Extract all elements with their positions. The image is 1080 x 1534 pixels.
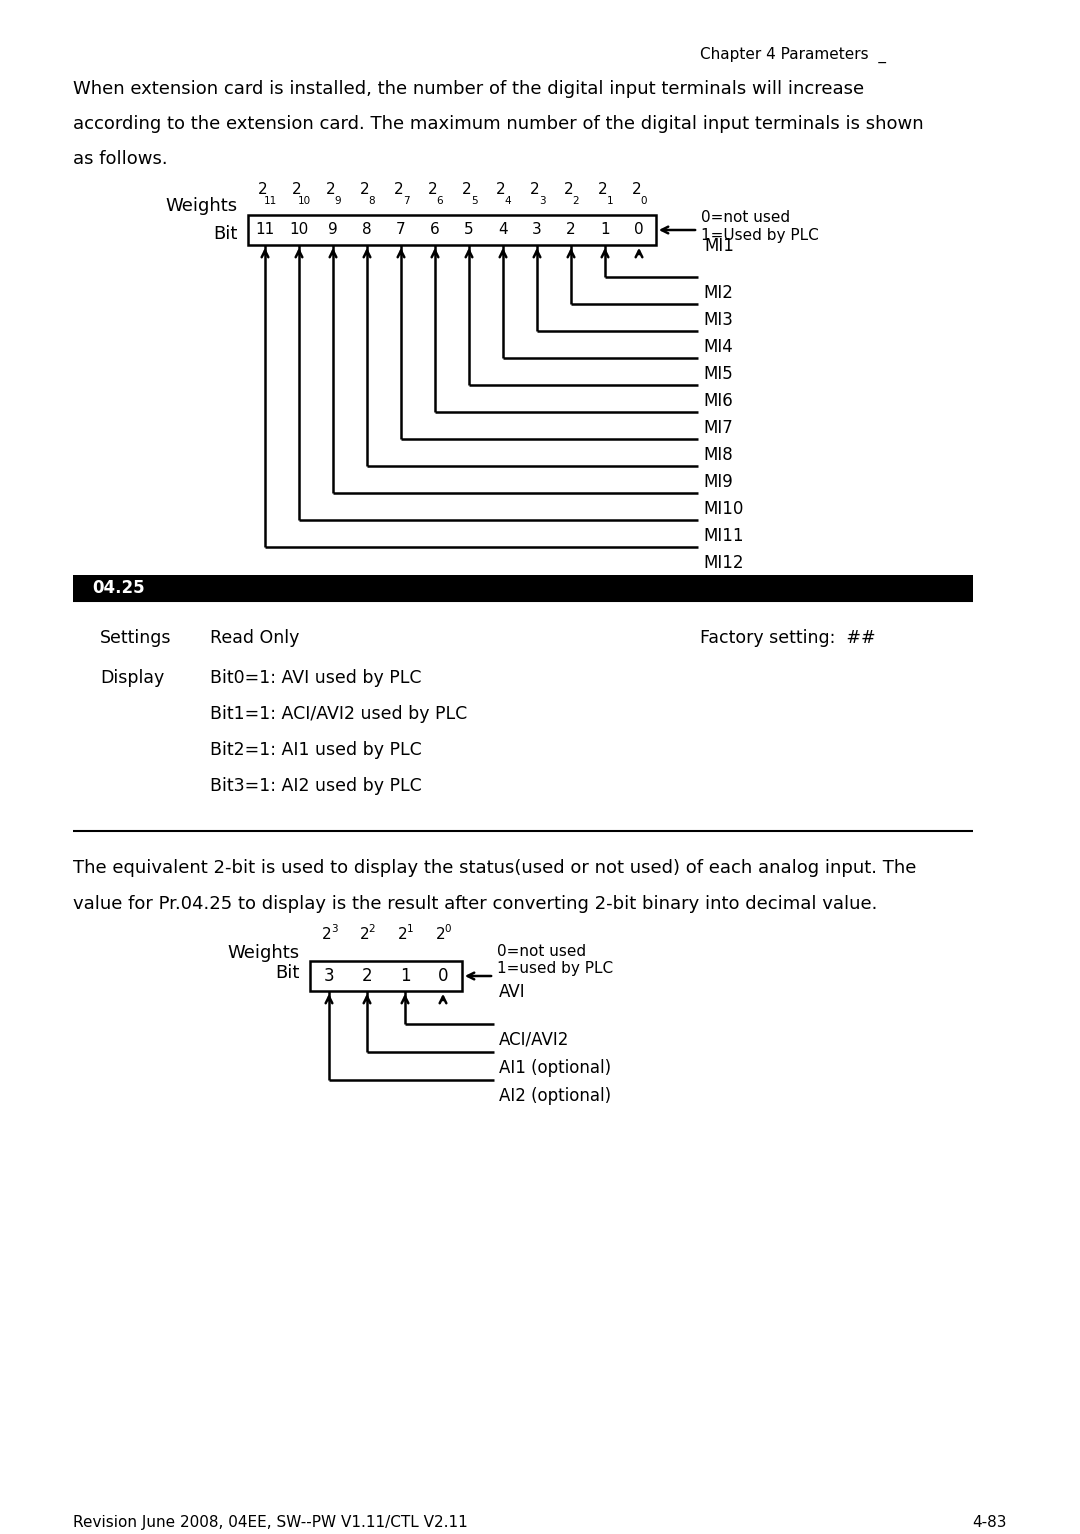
Text: ACI/AVI2: ACI/AVI2 [499, 1031, 569, 1049]
Text: The equivalent 2-bit is used to display the status(used or not used) of each ana: The equivalent 2-bit is used to display … [73, 859, 916, 877]
Text: 0=not used: 0=not used [497, 943, 586, 959]
Text: 2: 2 [566, 222, 576, 238]
Text: 2: 2 [361, 183, 369, 196]
Text: 0=not used: 0=not used [701, 210, 791, 225]
Text: MI11: MI11 [703, 528, 743, 545]
Text: MI2: MI2 [703, 284, 733, 302]
Text: 2: 2 [258, 183, 268, 196]
Text: MI9: MI9 [703, 472, 732, 491]
Text: 4: 4 [498, 222, 508, 238]
Text: 11: 11 [255, 222, 274, 238]
Text: 1: 1 [400, 966, 410, 985]
Text: 10: 10 [289, 222, 309, 238]
Text: as follows.: as follows. [73, 150, 167, 169]
Text: 5: 5 [471, 196, 477, 206]
Text: MI4: MI4 [703, 337, 732, 356]
Text: 04.25: 04.25 [92, 578, 145, 597]
Text: When extension card is installed, the number of the digital input terminals will: When extension card is installed, the nu… [73, 80, 864, 98]
Text: 2: 2 [428, 183, 437, 196]
Text: 2: 2 [530, 183, 540, 196]
Text: Bit3=1: AI2 used by PLC: Bit3=1: AI2 used by PLC [210, 778, 422, 795]
Text: 2: 2 [632, 183, 642, 196]
Text: 1: 1 [600, 222, 610, 238]
Text: Bit: Bit [275, 963, 300, 982]
Text: 8: 8 [368, 196, 376, 206]
Text: MI5: MI5 [703, 365, 732, 384]
Text: MI1: MI1 [704, 236, 734, 255]
Text: Chapter 4 Parameters  _: Chapter 4 Parameters _ [700, 48, 886, 63]
Text: AI2 (optional): AI2 (optional) [499, 1088, 611, 1104]
Text: 6: 6 [430, 222, 440, 238]
Text: 2: 2 [293, 183, 301, 196]
Text: 2: 2 [496, 183, 505, 196]
Text: 2: 2 [322, 927, 332, 942]
Text: Weights: Weights [228, 943, 300, 962]
Text: 1: 1 [607, 196, 613, 206]
Text: 2: 2 [362, 966, 373, 985]
Text: 0: 0 [640, 196, 647, 206]
Text: 2: 2 [399, 927, 408, 942]
Text: Display: Display [100, 669, 164, 687]
Text: MI10: MI10 [703, 500, 743, 518]
Text: 9: 9 [328, 222, 338, 238]
Text: 3: 3 [330, 923, 337, 934]
Text: according to the extension card. The maximum number of the digital input termina: according to the extension card. The max… [73, 115, 923, 133]
Text: 7: 7 [396, 222, 406, 238]
Text: MI6: MI6 [703, 393, 732, 410]
Text: Weights: Weights [166, 196, 238, 215]
Text: Revision June 2008, 04EE, SW--PW V1.11/CTL V2.11: Revision June 2008, 04EE, SW--PW V1.11/C… [73, 1516, 468, 1529]
Text: 1: 1 [407, 923, 414, 934]
Text: MI7: MI7 [703, 419, 732, 437]
Text: 2: 2 [326, 183, 336, 196]
Text: 0: 0 [437, 966, 448, 985]
Text: 1=Used by PLC: 1=Used by PLC [701, 229, 819, 242]
Text: AI1 (optional): AI1 (optional) [499, 1058, 611, 1077]
Bar [310, 960, 462, 991]
Text: 8: 8 [362, 222, 372, 238]
Text: 9: 9 [335, 196, 341, 206]
Text: 2: 2 [394, 183, 404, 196]
Text: 1=used by PLC: 1=used by PLC [497, 960, 613, 976]
Text: 4-83: 4-83 [972, 1516, 1007, 1529]
Text: AVI: AVI [499, 983, 526, 1002]
Text: MI3: MI3 [703, 311, 733, 328]
Text: 2: 2 [462, 183, 472, 196]
Text: Bit1=1: ACI/AVI2 used by PLC: Bit1=1: ACI/AVI2 used by PLC [210, 706, 468, 723]
Text: Bit2=1: AI1 used by PLC: Bit2=1: AI1 used by PLC [210, 741, 422, 759]
Text: The Analog Input Used by PLC (NOT for VFD*E*C models): The Analog Input Used by PLC (NOT for VF… [156, 578, 631, 597]
Text: 6: 6 [436, 196, 443, 206]
Text: Read Only: Read Only [210, 629, 299, 647]
Text: 0: 0 [634, 222, 644, 238]
Text: value for Pr.04.25 to display is the result after converting 2-bit binary into d: value for Pr.04.25 to display is the res… [73, 894, 877, 913]
Text: 2: 2 [368, 923, 376, 934]
Text: Settings: Settings [100, 629, 172, 647]
Text: 7: 7 [403, 196, 409, 206]
Text: 3: 3 [324, 966, 335, 985]
Text: Factory setting:  ##: Factory setting: ## [700, 629, 876, 647]
Text: 2: 2 [572, 196, 579, 206]
Text: 11: 11 [264, 196, 276, 206]
Text: 4: 4 [504, 196, 511, 206]
Text: Bit0=1: AVI used by PLC: Bit0=1: AVI used by PLC [210, 669, 421, 687]
Text: 2: 2 [564, 183, 573, 196]
Text: 2: 2 [436, 927, 446, 942]
Text: 3: 3 [539, 196, 545, 206]
Text: MI12: MI12 [703, 554, 743, 572]
Text: 5: 5 [464, 222, 474, 238]
Text: MI8: MI8 [703, 446, 732, 463]
Text: 2: 2 [598, 183, 608, 196]
Text: Bit: Bit [214, 225, 238, 242]
Text: 10: 10 [297, 196, 311, 206]
Bar [73, 575, 973, 601]
Bar [248, 215, 656, 245]
Text: 2: 2 [361, 927, 369, 942]
Text: 3: 3 [532, 222, 542, 238]
Text: 0: 0 [445, 923, 451, 934]
